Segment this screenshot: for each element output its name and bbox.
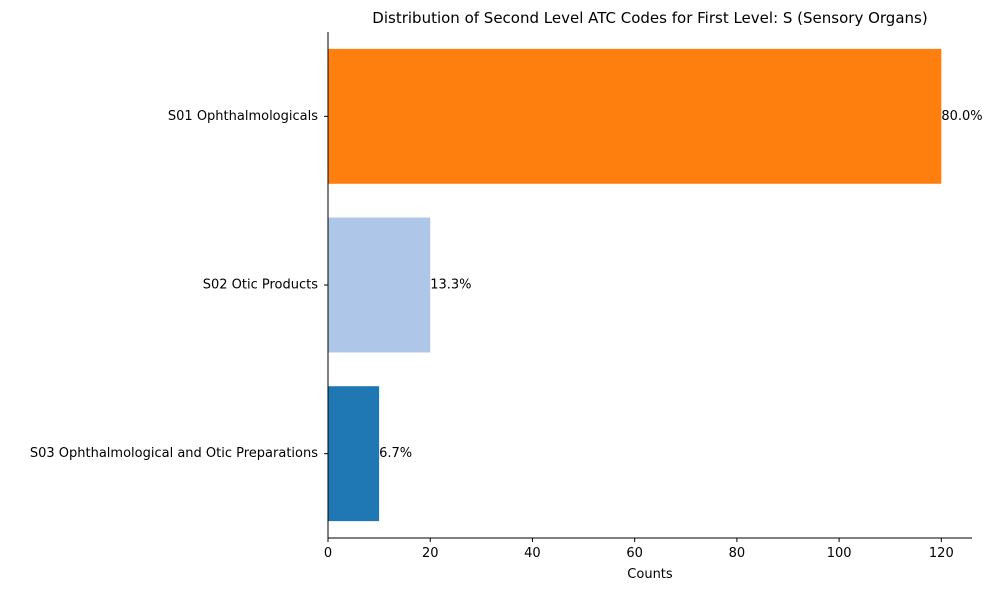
x-tick-label-6: 100 (827, 546, 852, 561)
bar-2 (328, 217, 431, 353)
plot-area: S01 Ophthalmologicals 80.0% S02 Otic Produ… (30, 32, 983, 561)
chart-title: Distribution of Second Level ATC Codes f… (372, 9, 927, 27)
x-tick-label-1: 0 (324, 546, 332, 561)
y-tick-label-1: S01 Ophthalmologicals (168, 109, 318, 124)
y-tick-label-2: S02 Otic Products (203, 278, 319, 293)
x-tick-label-3: 40 (524, 546, 541, 561)
data-label-3: 6.7% (379, 446, 412, 461)
x-tick-label-2: 20 (422, 546, 439, 561)
x-tick-label-5: 80 (729, 546, 746, 561)
data-label-2: 13.3% (430, 278, 471, 293)
bar-1 (328, 48, 942, 184)
x-axis-label: Counts (627, 567, 673, 582)
x-tick-label-7: 120 (929, 546, 954, 561)
data-label-1: 80.0% (941, 109, 982, 124)
x-tick-label-4: 60 (626, 546, 643, 561)
bar-3 (328, 386, 380, 522)
y-tick-label-3: S03 Ophthalmological and Otic Preparatio… (30, 446, 318, 461)
